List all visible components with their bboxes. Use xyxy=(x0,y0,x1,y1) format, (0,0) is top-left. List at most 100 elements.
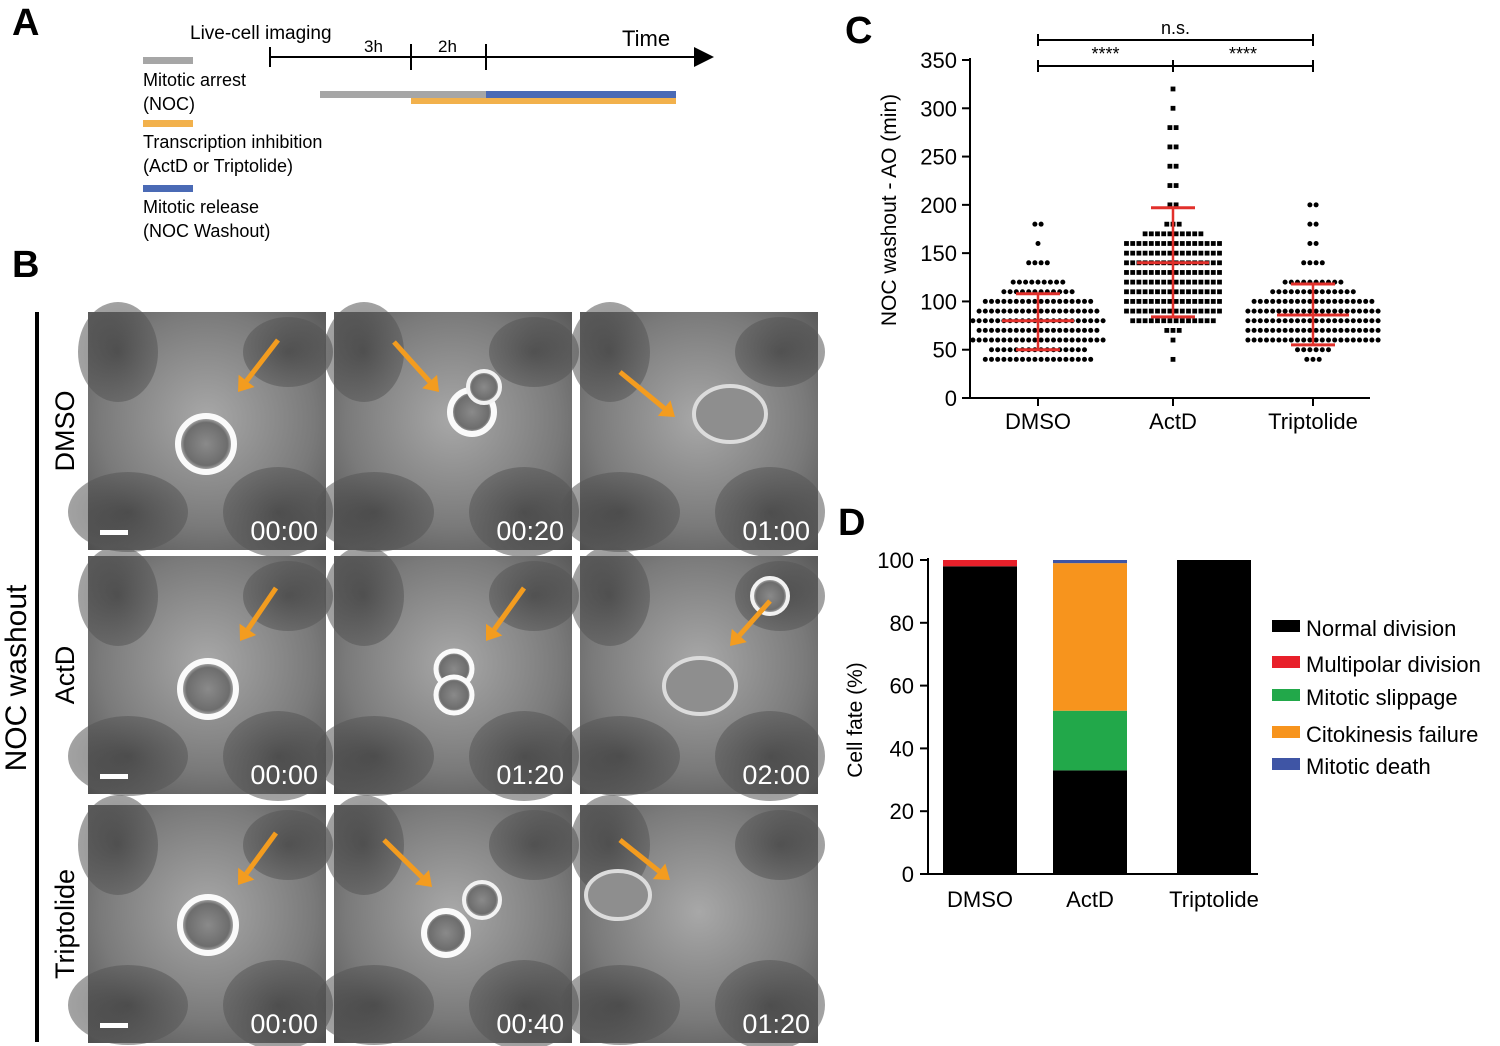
data-point xyxy=(1270,308,1276,314)
panel-letter-b: B xyxy=(12,244,40,286)
data-point xyxy=(1001,347,1007,353)
data-point xyxy=(1142,231,1148,237)
legend-swatch-citokinesis-failure xyxy=(1272,726,1300,738)
data-point xyxy=(1192,250,1198,256)
data-point xyxy=(1032,260,1038,266)
data-point xyxy=(1217,260,1222,266)
background-cell xyxy=(715,960,825,1046)
live-cell-label: Live-cell imaging xyxy=(190,23,332,44)
scale-bar xyxy=(100,1023,128,1028)
data-point xyxy=(1313,337,1319,343)
data-point xyxy=(1198,270,1204,275)
bar-x-tick-label-triptolide: Triptolide xyxy=(1169,887,1259,912)
data-point xyxy=(1032,221,1038,227)
data-point xyxy=(1301,318,1307,324)
bar-actd-mitotic-slippage xyxy=(1053,710,1127,771)
data-point xyxy=(982,298,988,304)
orange-arrow xyxy=(737,599,772,638)
data-point xyxy=(1295,308,1300,314)
background-cell xyxy=(68,965,188,1045)
micrograph-panel: NOC washout 00:00 00:20 01:00 DMSO 00:00 01:2… xyxy=(0,302,825,1046)
data-point xyxy=(1075,327,1081,333)
data-point xyxy=(1007,289,1013,295)
data-point xyxy=(970,337,976,343)
data-point xyxy=(1357,337,1362,343)
data-point xyxy=(1276,337,1282,343)
data-point xyxy=(1161,318,1167,324)
data-point xyxy=(1276,308,1282,314)
micrograph-tile-dmso-3: 01:00 xyxy=(560,302,825,557)
data-point xyxy=(1369,298,1375,304)
data-point xyxy=(1375,308,1381,314)
data-point xyxy=(1192,279,1198,285)
significance-dmso-triptolide: n.s. xyxy=(1037,18,1314,46)
data-point xyxy=(1044,327,1050,333)
data-point xyxy=(982,308,988,314)
data-point xyxy=(989,298,994,304)
data-point xyxy=(1142,299,1148,304)
data-point xyxy=(1044,308,1050,314)
data-point xyxy=(1100,318,1106,324)
data-point xyxy=(1130,260,1136,266)
background-cell xyxy=(324,795,404,895)
data-point xyxy=(1167,125,1173,130)
data-point xyxy=(1013,327,1019,333)
data-point xyxy=(1301,260,1307,266)
timestamp-triptolide-1: 00:00 xyxy=(250,1009,318,1039)
data-point xyxy=(1173,270,1179,275)
data-point xyxy=(1344,327,1350,333)
data-point xyxy=(976,337,982,343)
data-point xyxy=(1173,318,1179,324)
data-point xyxy=(1142,279,1148,285)
timeline-bar-mitotic-arrest xyxy=(320,91,486,98)
data-point xyxy=(1204,318,1210,324)
data-point xyxy=(1210,241,1216,246)
data-point xyxy=(1161,231,1167,237)
data-point xyxy=(1136,270,1142,275)
data-point xyxy=(1155,299,1160,304)
legend-swatch-mitotic-arrest xyxy=(143,57,193,64)
scatter-y-tick-label-200: 200 xyxy=(920,193,957,218)
data-point xyxy=(1319,298,1325,304)
data-point xyxy=(1161,279,1167,285)
data-point xyxy=(1173,299,1179,304)
data-point xyxy=(1013,337,1019,343)
data-point xyxy=(1173,125,1179,130)
data-point xyxy=(1094,327,1100,333)
bar-legend: Normal division Multipolar division Mitoti… xyxy=(1272,616,1481,779)
data-point xyxy=(1344,318,1350,324)
background-cell xyxy=(223,960,333,1046)
timeline-legend: Mitotic arrest (NOC) Transcription inhib… xyxy=(143,57,322,241)
legend-swatch-multipolar-division xyxy=(1272,656,1300,668)
data-point xyxy=(1192,270,1198,275)
data-point xyxy=(1210,260,1216,266)
orange-arrow xyxy=(392,340,432,384)
data-point xyxy=(1313,240,1319,246)
data-point xyxy=(1148,299,1154,304)
data-point xyxy=(1245,318,1251,324)
data-point xyxy=(1204,270,1210,275)
data-point xyxy=(1173,279,1179,285)
data-point xyxy=(1332,327,1338,333)
data-point xyxy=(1038,337,1044,343)
data-point xyxy=(1136,250,1142,256)
orange-arrowhead xyxy=(730,628,747,646)
data-point xyxy=(1313,327,1319,333)
data-point xyxy=(1148,289,1154,295)
data-point xyxy=(1332,289,1338,295)
data-point xyxy=(1270,337,1276,343)
data-point xyxy=(1251,327,1257,333)
background-cell xyxy=(560,965,680,1045)
data-point xyxy=(1210,279,1216,285)
data-point xyxy=(1313,260,1319,266)
data-point xyxy=(1057,308,1063,314)
data-point xyxy=(1338,337,1344,343)
data-point xyxy=(1245,327,1251,333)
rounded-mitotic-cell xyxy=(175,413,237,475)
data-point xyxy=(1217,270,1222,275)
data-point xyxy=(1288,308,1294,314)
data-point xyxy=(1186,299,1191,304)
data-point xyxy=(1332,337,1338,343)
data-point xyxy=(1307,298,1313,304)
data-point xyxy=(1044,298,1050,304)
